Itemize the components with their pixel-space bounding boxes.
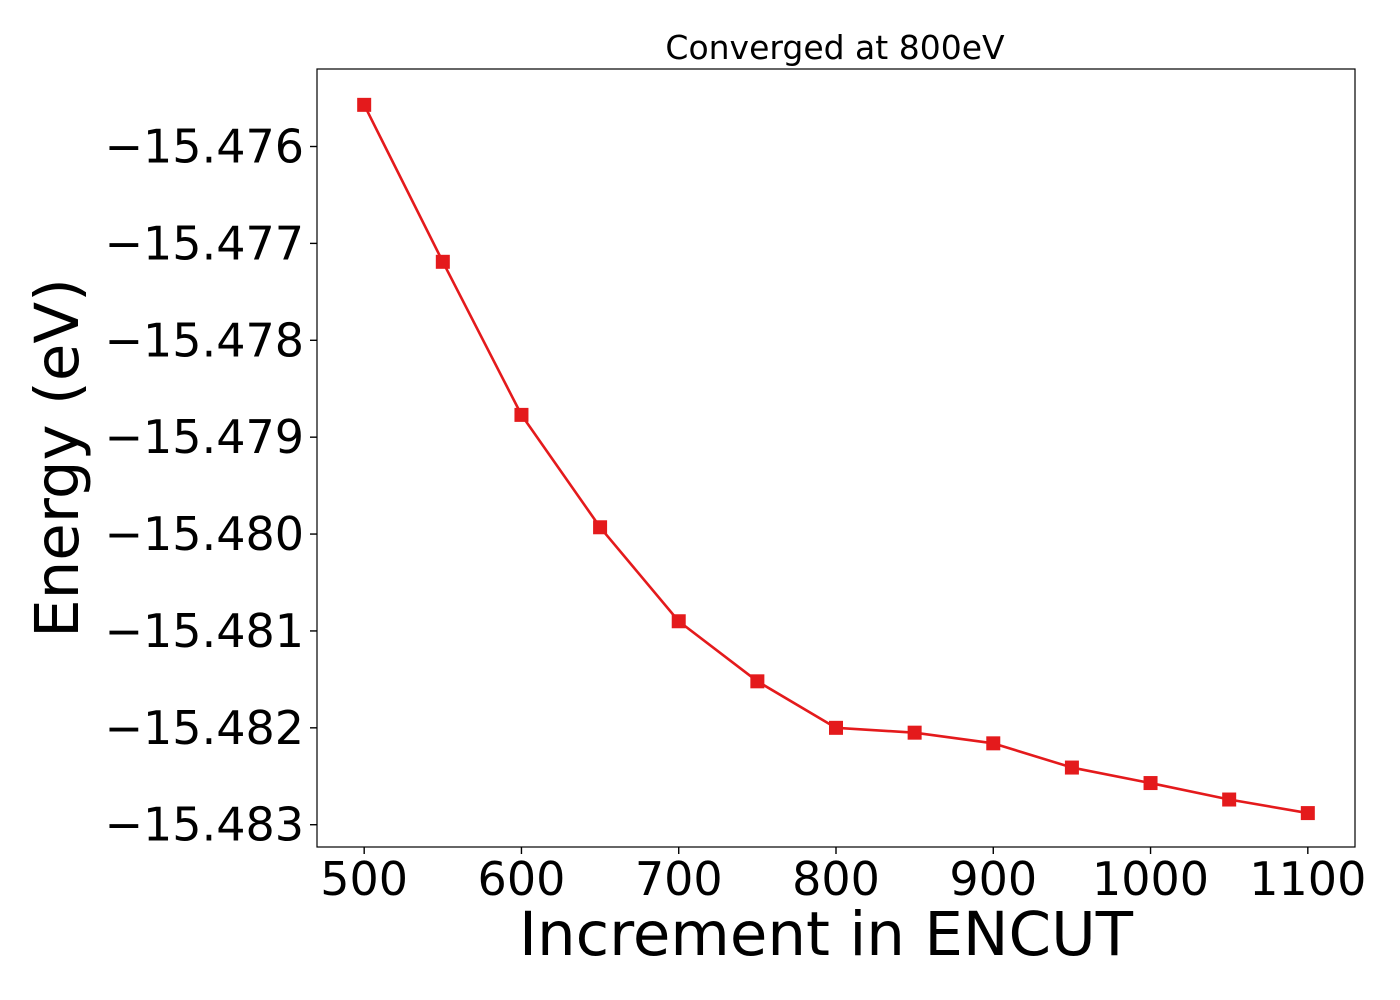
y-tick-label: −15.479 [105, 410, 305, 464]
series-line [363, 104, 1309, 815]
data-point-marker [671, 614, 686, 629]
x-tick-label: 1000 [1092, 852, 1209, 906]
data-point-marker [1143, 776, 1158, 791]
y-tick-label: −15.477 [105, 216, 305, 270]
data-point-marker [750, 674, 765, 689]
x-axis-label: Increment in ENCUT [519, 899, 1134, 970]
x-tick-label: 500 [320, 852, 408, 906]
y-tick-label: −15.483 [105, 798, 305, 852]
data-point-marker [435, 254, 450, 269]
energy-series [357, 97, 1315, 821]
x-tick-label: 900 [949, 852, 1037, 906]
data-point-marker [1300, 806, 1315, 821]
data-point-marker [1222, 792, 1237, 807]
chart-title: Converged at 800eV [665, 28, 1005, 67]
plot-frame [316, 68, 1356, 848]
x-tick-label: 800 [792, 852, 880, 906]
data-point-marker [829, 720, 843, 735]
x-tick-label: 700 [635, 852, 723, 906]
x-axis-ticks: 500 600 700 800 900 1000 1100 [320, 847, 1366, 906]
data-point-marker [593, 520, 608, 535]
y-tick-label: −15.476 [105, 120, 305, 174]
data-point-marker [986, 736, 1001, 751]
data-point-marker [1064, 760, 1079, 775]
y-tick-label: −15.478 [105, 313, 305, 367]
y-axis-label: Energy (eV) [22, 278, 93, 638]
y-tick-label: −15.482 [105, 701, 305, 755]
y-tick-label: −15.481 [105, 604, 305, 658]
y-tick-label: −15.480 [105, 507, 305, 561]
data-point-marker [907, 725, 922, 740]
x-tick-label: 600 [478, 852, 566, 906]
y-axis-ticks: −15.476 −15.477 −15.478 −15.479 −15.480 −15.4… [105, 120, 317, 852]
data-point-marker [357, 97, 372, 112]
x-tick-label: 1100 [1249, 852, 1366, 906]
data-point-marker [514, 407, 529, 422]
